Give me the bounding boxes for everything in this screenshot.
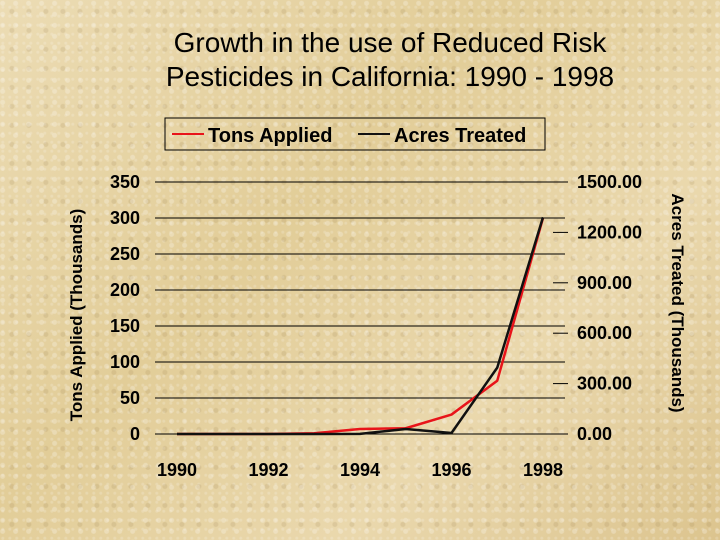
legend-label-tons-applied: Tons Applied: [208, 125, 332, 147]
y-tick-label: 0: [130, 424, 140, 444]
y-axis-ticks: 0 50 100 150 200 250 300 350: [110, 172, 140, 444]
y2-tick-label: 0.00: [577, 424, 612, 444]
y2-axis-label: Acres Treated (Thousands): [668, 193, 687, 412]
x-tick-label: 1992: [248, 460, 288, 480]
y2-tick-label: 900.00: [577, 273, 632, 293]
y-tick-label: 100: [110, 352, 140, 372]
title-line-1: Growth in the use of Reduced Risk: [173, 27, 607, 58]
series-lines: [177, 216, 545, 436]
y-tick-label: 200: [110, 280, 140, 300]
x-tick-label: 1994: [340, 460, 380, 480]
y-tick-label: 300: [110, 208, 140, 228]
x-tick-label: 1990: [157, 460, 197, 480]
title-line-2: Pesticides in California: 1990 - 1998: [165, 61, 615, 92]
y-axis-label: Tons Applied (Thousands): [67, 209, 86, 421]
y-tick-label: 350: [110, 172, 140, 192]
y2-tick-label: 1500.00: [577, 172, 642, 192]
y-tick-label: 250: [110, 244, 140, 264]
y2-axis-ticks: 0.00 300.00 600.00 900.00 1200.00 1500.00: [553, 172, 642, 444]
x-axis-ticks: 1990 1992 1994 1996 1998: [157, 460, 563, 480]
y2-tick-label: 300.00: [577, 374, 632, 394]
gridlines: [155, 181, 565, 435]
x-tick-label: 1998: [523, 460, 563, 480]
x-tick-label: 1996: [431, 460, 471, 480]
legend-box: [164, 117, 546, 151]
y2-tick-label: 600.00: [577, 323, 632, 343]
y-tick-label: 50: [120, 388, 140, 408]
y2-tick-label: 1200.00: [577, 222, 642, 242]
series-line-acres-treated: [177, 216, 545, 436]
y-tick-label: 150: [110, 316, 140, 336]
legend: Tons Applied Acres Treated: [164, 117, 546, 151]
legend-label-acres-treated: Acres Treated: [394, 125, 526, 147]
chart-title: Growth in the use of Reduced Risk Pestic…: [60, 26, 720, 94]
